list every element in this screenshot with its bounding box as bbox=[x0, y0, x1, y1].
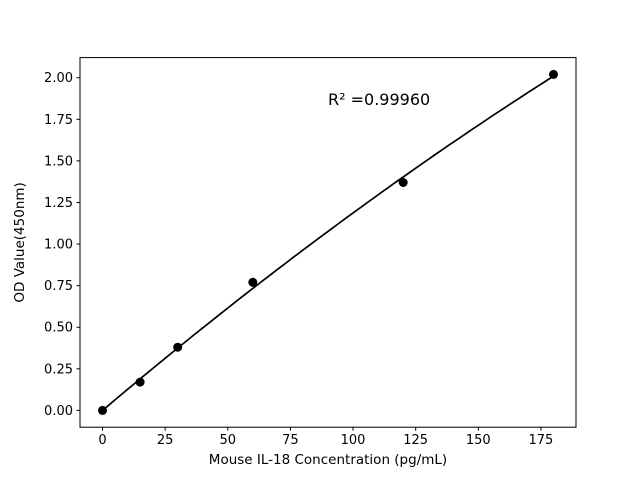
data-point bbox=[398, 178, 408, 187]
y-tick-label: 0.75 bbox=[44, 279, 73, 294]
data-point bbox=[135, 377, 145, 387]
data-point bbox=[248, 277, 258, 287]
x-tick-label: 50 bbox=[220, 433, 237, 448]
fit-curve bbox=[101, 75, 554, 412]
x-tick-label: 125 bbox=[403, 433, 428, 448]
y-tick-label: 1.50 bbox=[44, 154, 73, 169]
x-tick-label: 100 bbox=[341, 433, 366, 448]
y-tick-label: 2.00 bbox=[44, 71, 73, 86]
x-axis-label: Mouse IL-18 Concentration (pg/mL) bbox=[209, 452, 447, 468]
data-point bbox=[173, 342, 183, 352]
y-tick-label: 1.25 bbox=[44, 196, 73, 211]
r-squared-annotation: R² =0.99960 bbox=[328, 90, 430, 109]
data-point bbox=[98, 405, 107, 415]
x-tick-label: 150 bbox=[466, 433, 491, 448]
y-tick-label: 0.00 bbox=[44, 404, 73, 419]
data-point bbox=[549, 69, 558, 79]
x-tick-label: 175 bbox=[529, 433, 554, 448]
y-tick-label: 0.50 bbox=[44, 321, 73, 336]
y-axis-label: OD Value(450nm) bbox=[12, 182, 28, 302]
y-tick-label: 0.25 bbox=[44, 362, 73, 377]
x-tick-label: 0 bbox=[98, 433, 106, 448]
y-tick-label: 1.75 bbox=[44, 113, 73, 128]
x-tick-label: 25 bbox=[157, 433, 174, 448]
x-tick-label: 75 bbox=[282, 433, 299, 448]
y-tick-label: 1.00 bbox=[44, 238, 73, 253]
plot-border bbox=[79, 57, 577, 428]
plot-area: 0 25 50 75 100 125 150 175 0.00 0.25 0.50 0.75 1.00 1… bbox=[44, 57, 577, 448]
